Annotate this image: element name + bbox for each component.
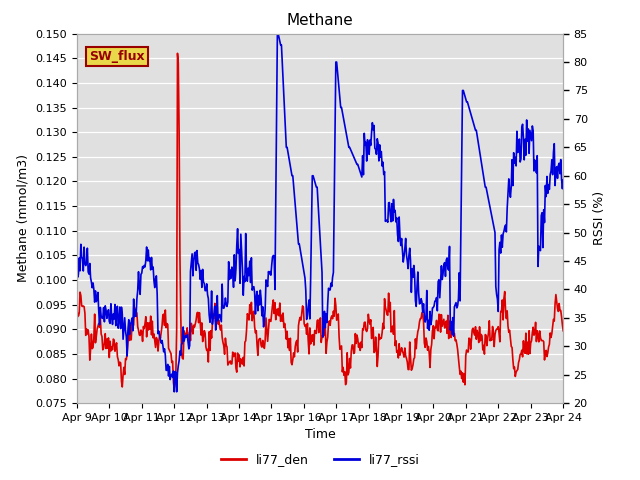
Y-axis label: RSSI (%): RSSI (%) xyxy=(593,192,606,245)
Y-axis label: Methane (mmol/m3): Methane (mmol/m3) xyxy=(17,155,30,282)
Text: SW_flux: SW_flux xyxy=(89,50,145,63)
Legend: li77_den, li77_rssi: li77_den, li77_rssi xyxy=(216,448,424,471)
X-axis label: Time: Time xyxy=(305,429,335,442)
Title: Methane: Methane xyxy=(287,13,353,28)
